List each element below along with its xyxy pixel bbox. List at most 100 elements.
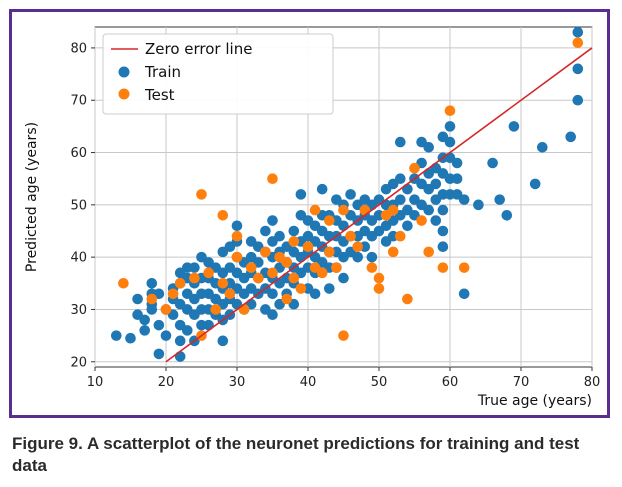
train-point — [288, 225, 300, 237]
figure-caption: Figure 9. A scatterplot of the neuronet … — [12, 434, 580, 475]
test-point — [324, 215, 335, 226]
train-point — [402, 220, 413, 232]
legend-label-test: Test — [144, 86, 175, 104]
train-point — [444, 136, 456, 148]
test-point — [359, 204, 371, 216]
train-point — [423, 204, 435, 216]
legend-test-swatch — [118, 88, 130, 100]
zero-error-line — [165, 47, 593, 363]
test-point — [203, 267, 214, 279]
test-point — [352, 241, 364, 252]
test-point — [409, 162, 420, 174]
train-point — [295, 189, 307, 200]
y-tick-label: 20 — [70, 355, 87, 370]
test-point — [267, 173, 278, 184]
train-point — [402, 183, 413, 195]
train-point — [352, 251, 364, 263]
train-point — [338, 220, 349, 232]
train-point — [423, 142, 435, 153]
test-point — [444, 105, 456, 116]
train-point — [160, 330, 172, 341]
train-point — [395, 136, 406, 148]
train-point — [473, 199, 484, 211]
test-point — [288, 272, 300, 284]
test-point — [309, 204, 321, 216]
test-point — [387, 246, 399, 258]
train-point — [267, 288, 278, 300]
train-point — [153, 348, 165, 360]
test-point — [260, 246, 271, 258]
y-axis-label: Predicted age (years) — [24, 122, 40, 272]
train-point — [174, 351, 186, 362]
x-tick-label: 40 — [300, 375, 317, 390]
test-point — [245, 262, 257, 273]
test-point — [167, 288, 179, 300]
train-point — [508, 121, 520, 132]
test-point — [281, 293, 293, 305]
y-tick-label: 50 — [70, 198, 87, 213]
test-point — [160, 304, 172, 315]
train-point — [572, 26, 584, 38]
test-point — [338, 330, 349, 341]
test-point — [267, 267, 278, 279]
train-point — [494, 194, 506, 205]
train-point — [437, 225, 449, 237]
train-point — [153, 319, 165, 331]
train-point — [111, 330, 122, 341]
y-tick-label: 40 — [70, 251, 87, 266]
test-point — [373, 283, 385, 294]
train-point — [345, 189, 356, 200]
y-tick-label: 70 — [70, 94, 87, 109]
train-point — [366, 251, 378, 263]
test-point — [281, 257, 293, 268]
test-point — [196, 189, 207, 200]
train-point — [487, 157, 498, 169]
test-point — [210, 304, 221, 315]
test-point — [174, 278, 186, 289]
test-point — [387, 204, 399, 216]
x-tick-label: 70 — [513, 375, 530, 390]
train-point — [217, 335, 229, 347]
test-point — [118, 278, 129, 289]
legend-label-zero-line: Zero error line — [145, 40, 252, 58]
train-point — [572, 63, 584, 75]
test-point — [437, 262, 449, 273]
test-point — [402, 293, 413, 305]
train-point — [565, 131, 576, 143]
train-point — [430, 178, 442, 190]
train-point — [309, 288, 321, 300]
x-tick-label: 50 — [371, 375, 388, 390]
y-tick-label: 80 — [70, 41, 87, 56]
train-point — [537, 142, 548, 153]
train-point — [444, 121, 456, 132]
test-point — [253, 272, 264, 284]
x-tick-label: 30 — [229, 375, 246, 390]
train-point — [139, 325, 150, 336]
train-point — [458, 288, 470, 300]
train-point — [458, 194, 470, 205]
zero-error-line-layer — [165, 47, 593, 363]
x-tick-label: 20 — [158, 375, 175, 390]
test-point — [423, 246, 435, 258]
train-point — [274, 230, 285, 242]
test-point — [316, 267, 328, 279]
test-point — [324, 246, 335, 258]
train-point — [189, 262, 200, 273]
train-point — [146, 304, 158, 315]
legend: Zero error line Train Test — [102, 33, 334, 115]
train-point — [267, 215, 278, 226]
train-point — [451, 157, 463, 169]
train-point — [203, 319, 214, 331]
test-point — [572, 37, 584, 48]
train-point — [267, 309, 278, 320]
train-point — [132, 293, 143, 305]
x-tick-label: 60 — [442, 375, 459, 390]
x-tick-label: 80 — [584, 375, 601, 390]
train-point — [338, 272, 349, 284]
train-point — [395, 173, 406, 184]
train-point — [182, 325, 193, 336]
train-point — [437, 241, 449, 252]
train-point — [174, 335, 186, 347]
train-point — [139, 314, 150, 326]
